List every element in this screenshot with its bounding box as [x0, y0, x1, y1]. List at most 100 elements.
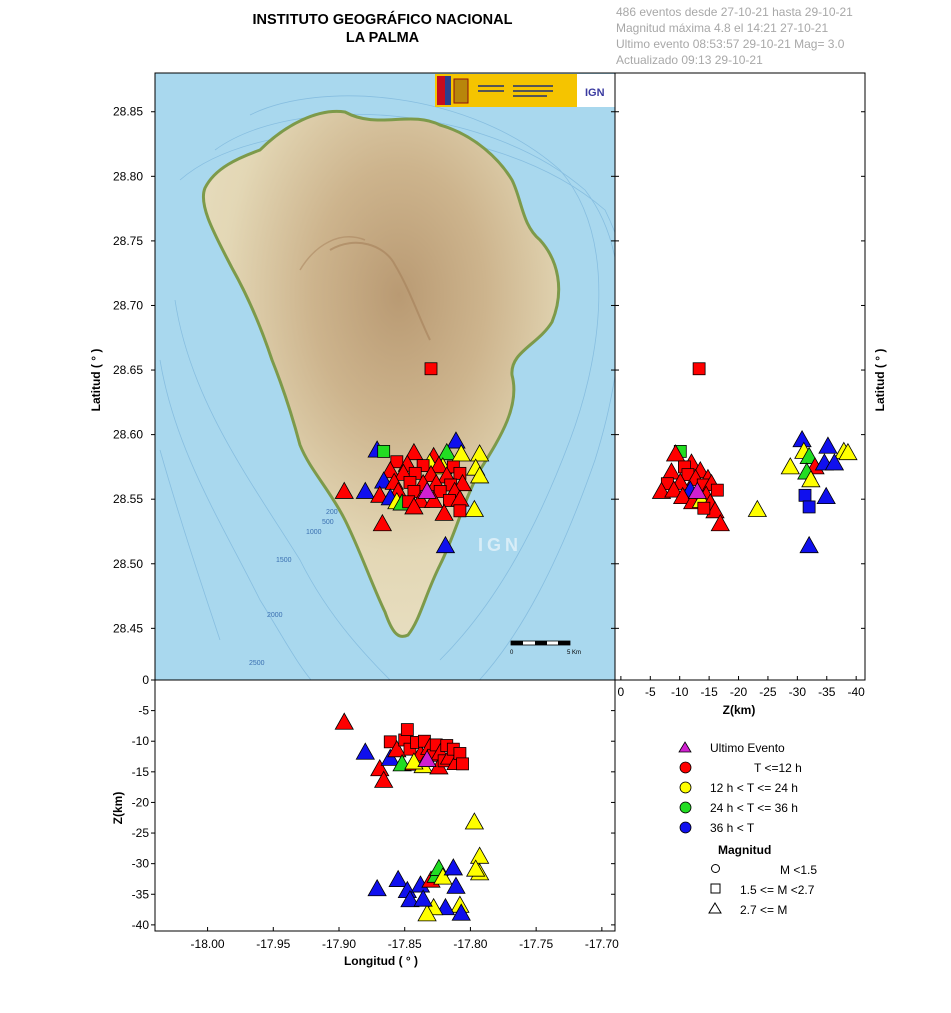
- lat-tick-label: 28.60: [113, 428, 143, 442]
- lat-tick-label: 28.50: [113, 557, 143, 571]
- lon-depth-event-marker: [451, 903, 471, 921]
- depth-lat-event-marker: [705, 500, 725, 519]
- lat-tick-label: 28.70: [113, 298, 143, 312]
- legend-label-t24: 12 h < T <= 24 h: [710, 781, 798, 795]
- lat-tick-label: 28.55: [113, 492, 143, 506]
- depth-lat-event-marker: [665, 444, 686, 462]
- map-event-marker: [451, 444, 471, 462]
- depth-lat-event-marker: [692, 362, 706, 376]
- map-event-marker: [469, 444, 490, 462]
- lon-depth-event-marker: [334, 712, 354, 730]
- depth-tick-label: -15: [700, 685, 718, 699]
- lon-depth-event-marker: [400, 723, 414, 736]
- magnitude-circle-icon: [711, 864, 720, 873]
- depth-lat-frame: [614, 72, 866, 681]
- axes: 28.45 28.50 28.55 28.60 28.65 28.70 28.75 28.80…: [113, 105, 865, 951]
- map-event-marker: [434, 503, 454, 521]
- legend-label-t36: 24 h < T <= 36 h: [710, 801, 798, 815]
- lat-tick-label: 28.85: [113, 105, 143, 119]
- depth-tick-label: -30: [789, 685, 807, 699]
- depth-y-tick-label: -30: [132, 857, 150, 871]
- legend-symbol-older: [679, 821, 692, 834]
- lon-tick-label: -17.75: [519, 937, 553, 951]
- magnitude-square-icon: [710, 883, 721, 894]
- info-max-magnitude: Magnitud máxima 4.8 el 14:21 27-10-21: [616, 21, 829, 35]
- depth-lat-event-marker: [799, 535, 819, 554]
- depth-tick-label: -10: [671, 685, 689, 699]
- contour-label-2000: 2000: [267, 612, 283, 619]
- lat-tick-label: 28.65: [113, 363, 143, 377]
- map-event-marker: [437, 442, 457, 461]
- y-axis-title-latitude-right: Latitud ( ° ): [873, 349, 887, 412]
- lon-tick-label: -17.95: [256, 937, 290, 951]
- lon-depth-event-marker: [374, 770, 394, 788]
- map-event-marker: [469, 466, 490, 484]
- page-title-line1: INSTITUTO GEOGRÁFICO NACIONAL: [252, 12, 513, 28]
- lon-tick-label: -18.00: [191, 937, 225, 951]
- lon-depth-event-marker: [464, 812, 485, 830]
- lon-depth-event-marker: [435, 897, 456, 916]
- lat-tick-label: 28.80: [113, 169, 143, 183]
- scale-start-label: 0: [510, 650, 514, 656]
- depth-lat-event-marker: [816, 486, 836, 505]
- depth-lat-event-marker: [824, 453, 845, 471]
- depth-lat-event-marker: [818, 436, 838, 454]
- contour-label-200: 200: [326, 509, 338, 516]
- map-event-marker: [464, 499, 485, 517]
- depth-y-tick-label: -20: [132, 795, 150, 809]
- map-event-marker: [453, 504, 467, 518]
- y-axis-title-latitude: Latitud ( ° ): [89, 349, 103, 412]
- depth-lat-event-marker: [672, 486, 693, 505]
- lon-depth-event-marker: [446, 876, 466, 894]
- depth-lat-event-marker: [687, 481, 708, 499]
- depth-y-tick-label: 0: [142, 673, 149, 687]
- map-event-marker: [429, 455, 449, 474]
- contour-label-1500: 1500: [276, 557, 292, 564]
- depth-lat-event-marker: [802, 500, 816, 514]
- map-points: [334, 362, 490, 554]
- legend-symbol-t36: [679, 801, 692, 814]
- legend-symbol-t24: [679, 781, 692, 794]
- lon-depth-event-marker: [380, 748, 400, 766]
- lon-depth-event-marker: [400, 889, 420, 908]
- legend-label-t12: T <=12 h: [754, 761, 802, 775]
- scale-end-label: 5 Km: [567, 650, 581, 656]
- depth-lat-event-marker: [697, 501, 711, 515]
- coat-of-arms-icon: [453, 78, 469, 104]
- lat-tick-label: 28.75: [113, 234, 143, 248]
- depth-tick-label: -25: [759, 685, 777, 699]
- contour-label-2500: 2500: [249, 660, 265, 667]
- lon-depth-event-marker: [387, 739, 407, 758]
- depth-y-tick-label: -35: [132, 887, 150, 901]
- map-event-marker: [372, 513, 393, 532]
- lon-depth-points: [334, 712, 490, 922]
- caldera-ridge-2: [299, 236, 366, 271]
- ign-watermark: IGN: [478, 535, 522, 555]
- lat-tick-label: 28.45: [113, 621, 143, 635]
- depth-lat-event-marker: [798, 488, 812, 502]
- lon-depth-event-marker: [413, 889, 433, 907]
- legend-label-older: 36 h < T: [710, 821, 755, 835]
- map-event-marker: [355, 481, 375, 499]
- map-event-marker: [446, 431, 466, 449]
- depth-tick-label: -35: [818, 685, 836, 699]
- map-event-marker: [435, 535, 456, 554]
- lon-depth-frame: [154, 679, 616, 932]
- legend-magnitude-medium: 1.5 <= M <2.7: [740, 883, 815, 897]
- depth-y-tick-label: -25: [132, 826, 150, 840]
- map-event-marker: [423, 490, 444, 508]
- depth-lat-points: [651, 362, 858, 554]
- info-events: 486 eventos desde 27-10-21 hasta 29-10-2…: [616, 5, 853, 19]
- lon-depth-event-marker: [388, 869, 408, 887]
- lon-depth-event-marker: [367, 878, 387, 897]
- lon-tick-label: -17.70: [585, 937, 619, 951]
- lon-depth-event-marker: [417, 904, 437, 922]
- scale-bar: 0 5 Km: [510, 640, 581, 656]
- map-event-marker: [417, 481, 437, 499]
- depth-lat-event-marker: [710, 483, 724, 497]
- x-axis-title-depth: Z(km): [723, 703, 756, 717]
- contour-label-1000: 1000: [306, 529, 322, 536]
- lon-depth-event-marker: [433, 867, 453, 885]
- depth-tick-label: -20: [730, 685, 748, 699]
